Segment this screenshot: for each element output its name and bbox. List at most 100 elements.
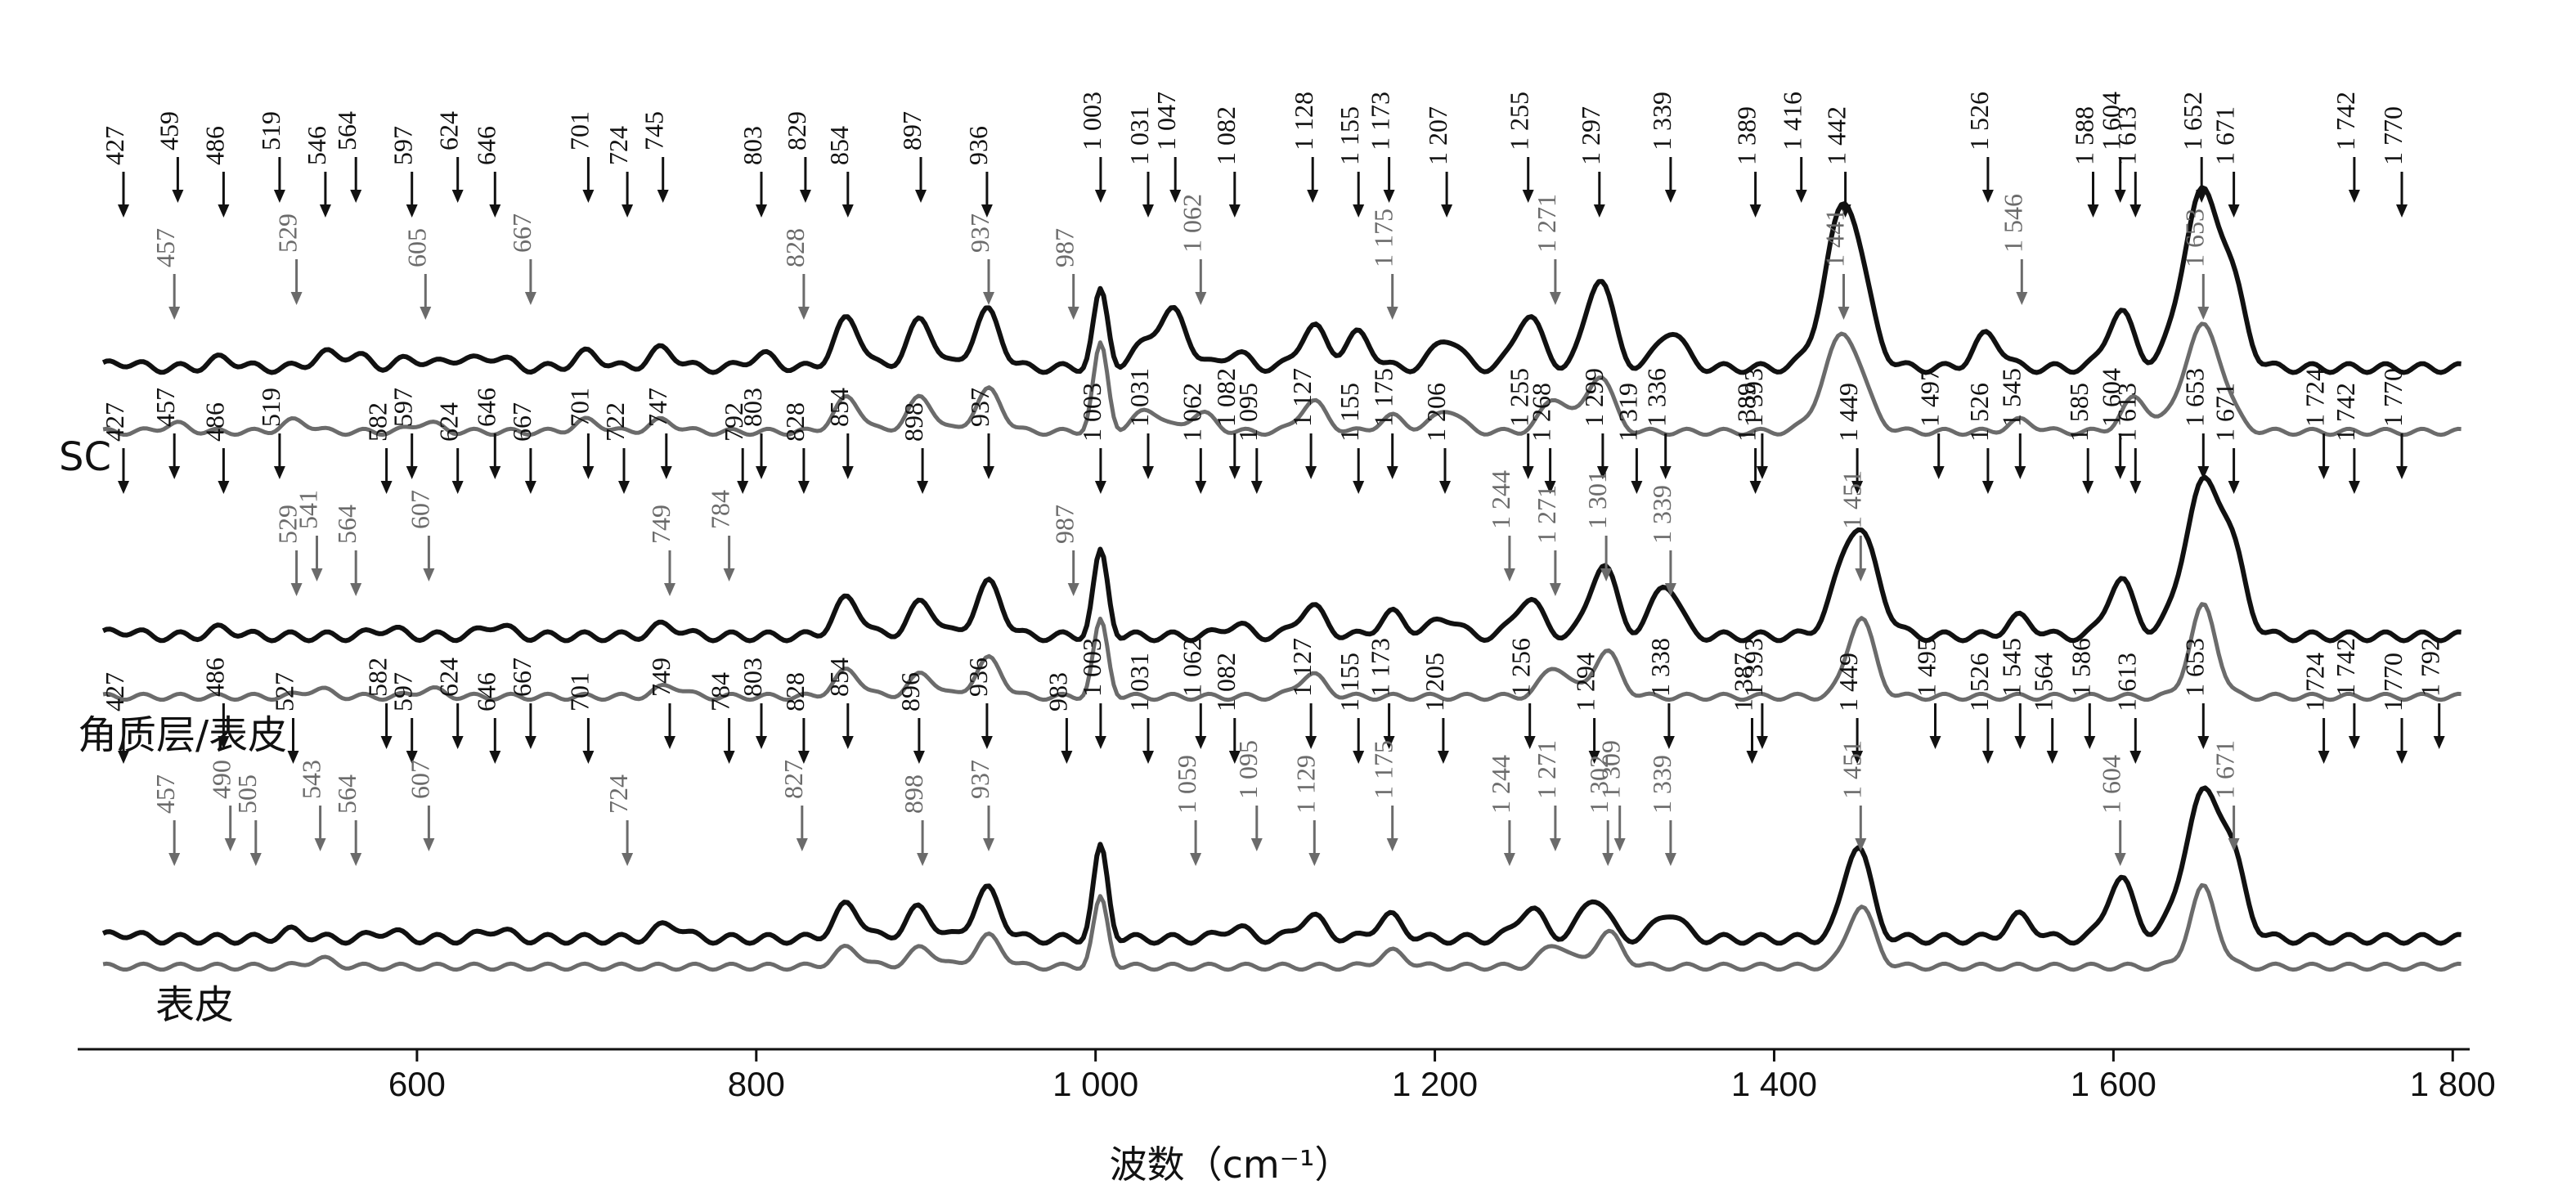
peak-arrowhead-primary	[2082, 481, 2094, 494]
peak-arrowhead-primary	[1749, 481, 1761, 494]
peak-label-primary: 457	[150, 388, 180, 427]
peak-arrowhead-primary	[2348, 736, 2360, 749]
peak-arrowhead-secondary	[168, 853, 181, 866]
peak-label-primary: 1 770	[2378, 653, 2408, 711]
peak-label-primary: 1 062	[1177, 383, 1206, 442]
peak-label-secondary: 1 451	[1837, 740, 1866, 799]
peak-label-primary: 519	[256, 111, 285, 150]
peak-arrowhead-primary	[1094, 190, 1106, 203]
peak-arrowhead-primary	[2196, 190, 2208, 203]
peak-label-primary: 1 497	[1915, 368, 1945, 427]
peak-label-primary: 1 336	[1642, 368, 1672, 427]
peak-arrowhead-primary	[2087, 204, 2099, 218]
peak-arrowhead-secondary	[1386, 307, 1398, 320]
peak-arrowhead-primary	[350, 190, 362, 203]
peak-arrowhead-primary	[582, 751, 595, 764]
peak-label-secondary: 1 302	[1584, 755, 1613, 814]
peak-arrowhead-primary	[622, 204, 634, 218]
peak-label-primary: 1 047	[1151, 92, 1181, 150]
peak-arrowhead-primary	[524, 481, 536, 494]
peak-label-primary: 667	[507, 658, 536, 697]
spectrum-primary-1	[101, 185, 2462, 375]
peak-label-secondary: 1 671	[2210, 740, 2240, 799]
peak-label-primary: 1 393	[1739, 368, 1768, 427]
peak-arrowhead-primary	[723, 751, 735, 764]
peak-arrowhead-primary	[1596, 466, 1609, 479]
peak-arrowhead-primary	[2114, 190, 2126, 203]
peak-label-primary: 1 155	[1335, 383, 1364, 442]
peak-arrowhead-primary	[1524, 736, 1536, 749]
peak-arrowhead-secondary	[622, 853, 634, 866]
peak-label-primary: 1 003	[1077, 92, 1106, 150]
peak-arrowhead-primary	[1522, 466, 1534, 479]
peak-label-primary: 1 207	[1423, 106, 1452, 165]
peak-arrowhead-primary	[1142, 466, 1154, 479]
peak-label-primary: 803	[738, 658, 767, 697]
peak-arrowhead-primary	[1094, 481, 1106, 494]
peak-arrowhead-primary	[2228, 204, 2240, 218]
peak-arrowhead-primary	[1981, 481, 1994, 494]
peak-label-primary: 936	[963, 658, 993, 697]
peak-arrowhead-primary	[451, 736, 464, 749]
peak-label-secondary: 1 175	[1369, 209, 1398, 267]
peak-arrowhead-secondary	[1855, 838, 1867, 851]
peak-label-primary: 1 255	[1505, 368, 1534, 427]
peak-label-primary: 597	[388, 126, 418, 165]
peak-arrowhead-primary	[1795, 190, 1807, 203]
peak-label-secondary: 1 244	[1486, 755, 1515, 814]
peak-arrowhead-primary	[1169, 190, 1182, 203]
peak-arrowhead-secondary	[2197, 307, 2210, 320]
peak-label-primary: 1 770	[2378, 368, 2408, 427]
peak-arrowhead-secondary	[1602, 853, 1614, 866]
peak-label-primary: 897	[897, 111, 927, 150]
peak-arrowhead-primary	[1307, 190, 1319, 203]
peak-arrowhead-primary	[1851, 481, 1864, 494]
x-tick-label: 1 400	[1731, 1065, 1817, 1103]
peak-arrowhead-primary	[1588, 751, 1600, 764]
peak-arrowhead-primary	[1094, 736, 1106, 749]
peak-label-primary: 1 604	[2097, 368, 2126, 427]
peak-arrowhead-primary	[1250, 481, 1263, 494]
peak-arrowhead-secondary	[2228, 838, 2240, 851]
peak-arrowhead-secondary	[314, 838, 326, 851]
peak-label-primary: 1 653	[2179, 368, 2209, 427]
peak-arrowhead-secondary	[350, 853, 362, 866]
peak-arrowhead-primary	[983, 466, 994, 479]
peak-arrowhead-secondary	[723, 568, 735, 581]
peak-arrowhead-primary	[118, 751, 129, 764]
peak-arrowhead-secondary	[2016, 292, 2028, 305]
peak-label-primary: 1 495	[1912, 638, 1941, 697]
peak-arrowhead-secondary	[983, 292, 994, 305]
peak-arrowhead-primary	[2197, 466, 2210, 479]
peak-label-primary: 1 613	[2112, 653, 2141, 711]
peak-label-primary: 667	[507, 402, 536, 442]
spectra-group	[101, 185, 2462, 972]
peak-label-secondary: 1 059	[1172, 755, 1201, 814]
peak-label-secondary: 543	[297, 760, 326, 799]
peak-arrowhead-primary	[2046, 751, 2058, 764]
peak-label-primary: 1 393	[1739, 638, 1768, 697]
peak-label-primary: 701	[564, 111, 594, 150]
peak-label-secondary: 937	[965, 760, 994, 799]
peak-label-secondary: 1 244	[1486, 470, 1515, 529]
peak-arrowhead-primary	[2084, 736, 2096, 749]
peak-label-primary: 1 205	[1420, 653, 1449, 711]
peak-arrowhead-primary	[618, 481, 630, 494]
peak-arrowhead-primary	[319, 204, 331, 218]
peak-arrowhead-primary	[2129, 204, 2142, 218]
peak-label-primary: 896	[895, 672, 925, 711]
peak-label-primary: 1 742	[2331, 638, 2360, 697]
panel-label-1: SC	[59, 434, 111, 480]
x-tick-label: 1 600	[2071, 1065, 2156, 1103]
peak-arrowhead-primary	[380, 481, 393, 494]
peak-label-primary: 1 545	[1996, 368, 2026, 427]
peak-label-primary: 1 268	[1527, 383, 1556, 442]
peak-arrowhead-primary	[273, 190, 285, 203]
peak-arrowhead-primary	[917, 481, 929, 494]
peak-label-primary: 1 588	[2070, 106, 2099, 165]
peak-label-secondary: 1 339	[1647, 755, 1676, 814]
peak-label-primary: 427	[100, 402, 129, 442]
peak-label-secondary: 1 451	[1837, 470, 1866, 529]
spectrum-primary-3	[101, 785, 2462, 946]
peak-label-secondary: 898	[899, 774, 928, 814]
